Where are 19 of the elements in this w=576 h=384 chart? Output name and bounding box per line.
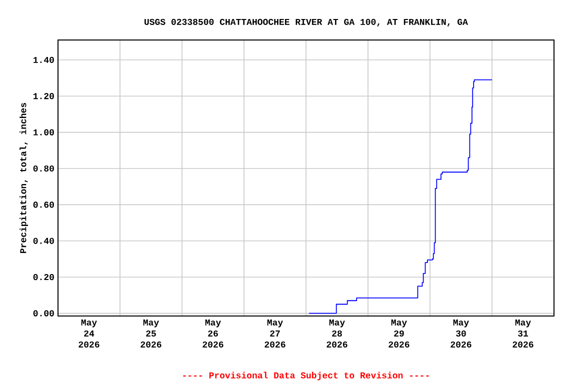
y-tick-label: 0.00 (33, 310, 54, 316)
x-tick-label: May 28 2026 (326, 320, 348, 348)
x-tick-label: May 31 2026 (512, 320, 534, 348)
text: ---- Provisional Data Subject to Revision ---- (183, 372, 429, 380)
y-tick-label: 1.00 (33, 129, 54, 136)
x-tick-label: May 30 2026 (450, 320, 472, 348)
y-tick-label: 0.40 (33, 238, 54, 244)
x-tick-label: May 27 2026 (264, 320, 286, 348)
y-tick-label: 1.40 (33, 56, 54, 63)
x-tick-label: May 26 2026 (202, 320, 224, 348)
y-tick-label: 1.20 (33, 93, 54, 100)
y-tick-label: 0.60 (33, 202, 54, 208)
chart-title: USGS 02338500 CHATTAHOOCHEE RIVER AT GA 100, AT FRANKLIN, GA (144, 18, 468, 26)
x-tick-label: May 29 2026 (388, 320, 410, 348)
x-tick-label: May 25 2026 (140, 320, 162, 348)
x-tick-label: May 24 2026 (78, 320, 100, 348)
y-tick-label: 0.20 (33, 274, 54, 280)
y-tick-label: 0.80 (33, 165, 54, 172)
y-axis-title: Precipitation, total, inches (20, 102, 28, 254)
